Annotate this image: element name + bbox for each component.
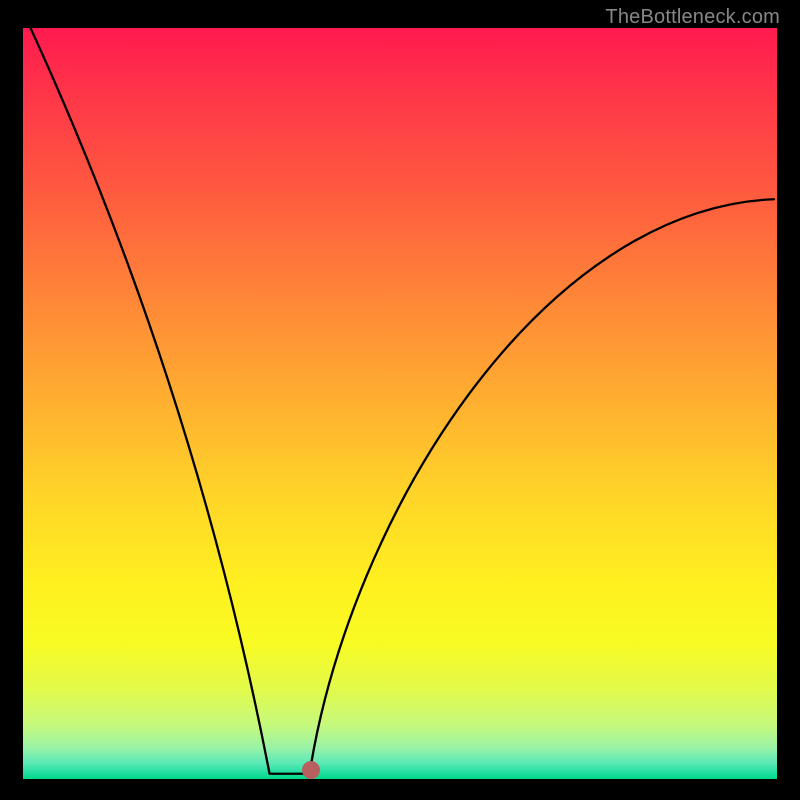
bottleneck-curve bbox=[23, 28, 777, 779]
watermark-text: TheBottleneck.com bbox=[605, 6, 780, 29]
plot-area bbox=[23, 28, 777, 779]
chart-frame: TheBottleneck.com bbox=[0, 0, 800, 800]
optimal-point-marker bbox=[302, 761, 320, 779]
